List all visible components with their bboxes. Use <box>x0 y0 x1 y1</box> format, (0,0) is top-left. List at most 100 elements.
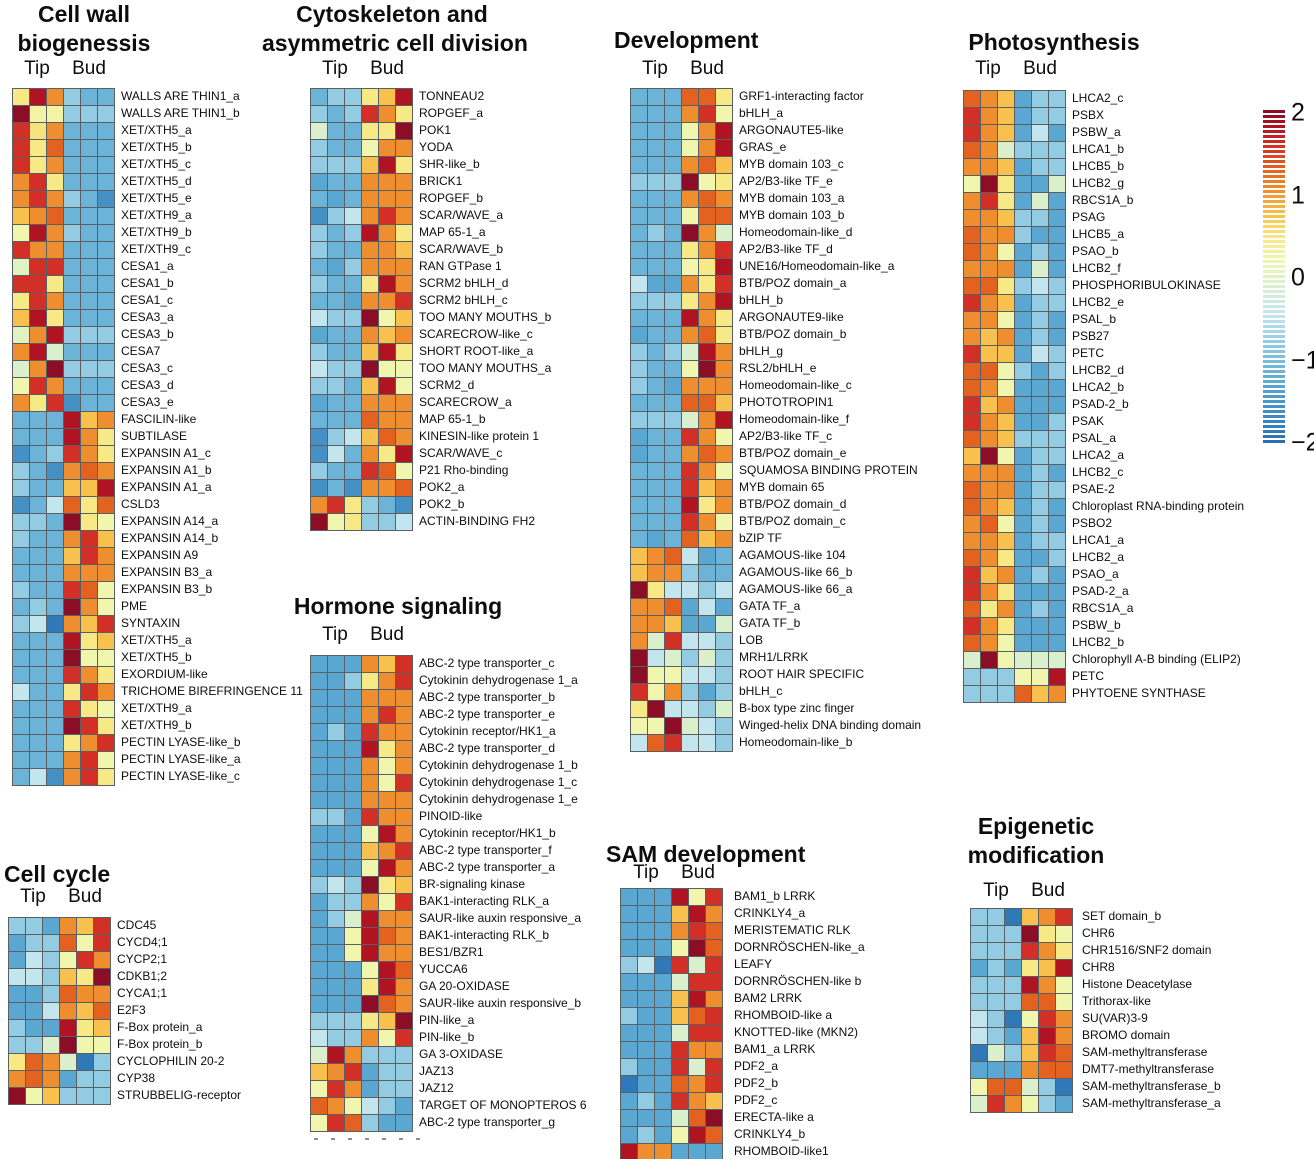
row-label: SQUAMOSA BINDING PROTEIN <box>739 463 918 477</box>
col-group-label-tip: Tip <box>633 862 659 883</box>
heatmap-cell <box>631 140 647 156</box>
heatmap-cell <box>716 718 732 734</box>
heatmap-cell <box>311 446 327 462</box>
heatmap-cell <box>311 707 327 723</box>
heatmap-cell <box>631 446 647 462</box>
heatmap-cell <box>43 952 59 968</box>
heatmap-cell <box>988 994 1004 1010</box>
heatmap-cell <box>362 996 378 1012</box>
heatmap-grid <box>310 88 413 531</box>
row-label: ABC-2 type transporter_c <box>419 656 555 670</box>
heatmap-cell <box>971 926 987 942</box>
colorbar-stripe <box>1263 225 1285 228</box>
heatmap-cell <box>964 363 980 379</box>
heatmap-cell <box>362 1030 378 1046</box>
heatmap-cell <box>328 395 344 411</box>
panel-title: Cytoskeleton and <box>296 1 488 27</box>
heatmap-cell <box>1005 1062 1021 1078</box>
heatmap-cell <box>998 227 1014 243</box>
heatmap-cell <box>311 1064 327 1080</box>
heatmap-cell <box>1015 567 1031 583</box>
heatmap-cell <box>396 344 412 360</box>
heatmap-cell <box>362 123 378 139</box>
heatmap-cell <box>665 174 681 190</box>
heatmap-cell <box>328 378 344 394</box>
heatmap-cell <box>706 1093 722 1109</box>
heatmap-cell <box>396 242 412 258</box>
heatmap-cell <box>964 584 980 600</box>
heatmap-cell <box>328 310 344 326</box>
heatmap-cell <box>689 940 705 956</box>
heatmap-cell <box>964 278 980 294</box>
row-label: CYCP2;1 <box>117 952 168 966</box>
row-label: CESA1_c <box>121 293 174 307</box>
heatmap-cell <box>648 123 664 139</box>
heatmap-cell <box>379 514 395 530</box>
heatmap-cell <box>672 1059 688 1075</box>
heatmap-cell <box>345 89 361 105</box>
heatmap-cell <box>311 497 327 513</box>
row-label: LHCB2_g <box>1072 176 1125 190</box>
colorbar-stripe <box>1263 375 1285 378</box>
heatmap-cell <box>26 1088 42 1104</box>
heatmap-cell <box>30 582 46 598</box>
heatmap-cell <box>9 1020 25 1036</box>
heatmap-cell <box>47 395 63 411</box>
heatmap-cell <box>328 361 344 377</box>
heatmap-cell <box>621 1127 637 1143</box>
heatmap-cell <box>345 962 361 978</box>
heatmap-cell <box>30 650 46 666</box>
heatmap-grid <box>970 908 1073 1113</box>
heatmap-cell <box>30 293 46 309</box>
heatmap-cell <box>682 633 698 649</box>
heatmap-cell <box>47 140 63 156</box>
heatmap-cell <box>64 548 80 564</box>
heatmap-cell <box>638 1025 654 1041</box>
heatmap-cell <box>1032 227 1048 243</box>
colorbar-stripe <box>1263 350 1285 353</box>
heatmap-cell <box>9 1088 25 1104</box>
colorbar-stripe <box>1263 180 1285 183</box>
heatmap-cell <box>328 242 344 258</box>
heatmap-cell <box>311 191 327 207</box>
heatmap-cell <box>81 157 97 173</box>
row-label: LHCB2_c <box>1072 465 1124 479</box>
panel-title: Photosynthesis <box>968 29 1140 55</box>
heatmap-cell <box>98 378 114 394</box>
heatmap-cell <box>998 397 1014 413</box>
heatmap-cell <box>98 225 114 241</box>
heatmap-cell <box>81 701 97 717</box>
row-label: EXPANSIN A1_b <box>121 463 212 477</box>
heatmap-cell <box>672 991 688 1007</box>
heatmap-cell <box>379 378 395 394</box>
row-label: BTB/POZ domain_a <box>739 276 847 290</box>
heatmap-cell <box>631 514 647 530</box>
heatmap-cell <box>631 480 647 496</box>
heatmap-cell <box>13 157 29 173</box>
heatmap-cell <box>47 412 63 428</box>
heatmap-cell <box>1032 380 1048 396</box>
heatmap-cell <box>311 656 327 672</box>
heatmap-cell <box>682 89 698 105</box>
heatmap-cell <box>396 514 412 530</box>
row-label: PHOTOTROPIN1 <box>739 395 834 409</box>
heatmap-cell <box>631 616 647 632</box>
heatmap-cell <box>682 514 698 530</box>
heatmap-cell <box>665 412 681 428</box>
row-label: BAM1_a LRRK <box>734 1042 816 1056</box>
axis-tick <box>399 1138 403 1140</box>
heatmap-cell <box>47 701 63 717</box>
heatmap-cell <box>621 1025 637 1041</box>
row-label: Cytokinin receptor/HK1_a <box>419 724 556 738</box>
heatmap-cell <box>81 174 97 190</box>
heatmap-cell <box>81 497 97 513</box>
heatmap-cell <box>699 463 715 479</box>
heatmap-cell <box>706 906 722 922</box>
heatmap-cell <box>964 652 980 668</box>
heatmap-cell <box>30 446 46 462</box>
heatmap-cell <box>379 429 395 445</box>
heatmap-cell <box>311 344 327 360</box>
heatmap-cell <box>47 735 63 751</box>
heatmap-cell <box>396 945 412 961</box>
row-label: LHCB2_f <box>1072 261 1121 275</box>
